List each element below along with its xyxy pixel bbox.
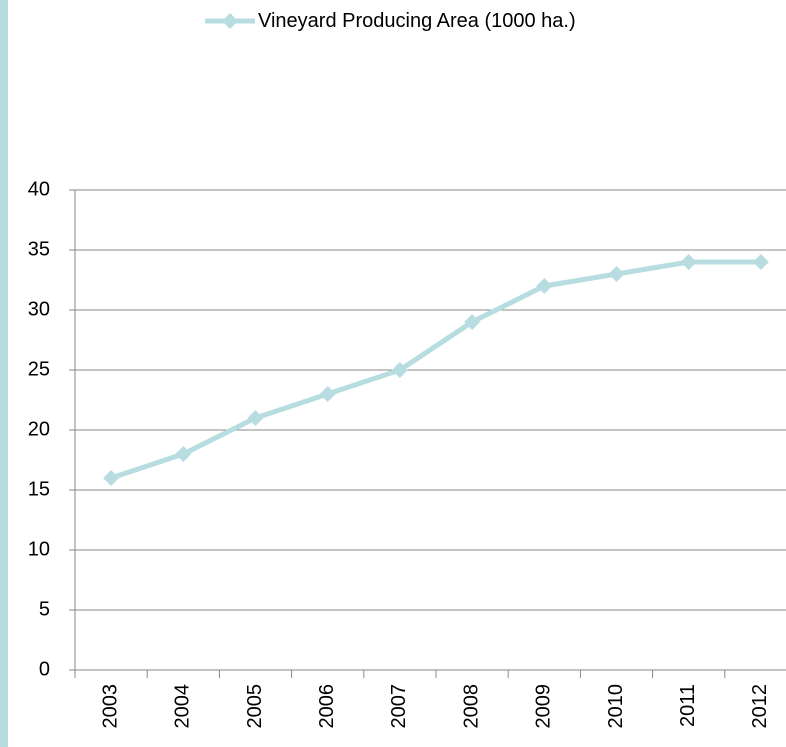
x-tick-label: 2005 [244,684,266,729]
y-tick-label: 5 [39,598,50,620]
x-tick-label: 2012 [749,684,771,729]
marker [752,254,769,270]
x-tick-label: 2006 [316,684,338,729]
y-tick-label: 0 [39,658,50,680]
marker [319,386,336,402]
y-tick-label: 40 [28,178,50,200]
x-tick-label: 2010 [605,684,627,729]
marker [391,362,408,378]
marker [175,446,192,462]
x-tick-label: 2009 [533,684,555,729]
y-tick-label: 25 [28,358,50,380]
y-tick-label: 15 [28,478,50,500]
y-tick-label: 10 [28,538,50,560]
x-tick-label: 2004 [172,684,194,729]
series-line [110,259,761,481]
legend-marker [222,13,238,29]
y-tick-label: 30 [28,298,50,320]
x-tick-label: 2003 [99,684,121,729]
marker [608,266,625,282]
marker [536,278,553,294]
marker [103,470,120,486]
marker [680,254,697,270]
x-tick-label: 2008 [460,684,482,729]
x-tick-label: 2007 [388,684,410,729]
y-tick-label: 20 [28,418,50,440]
x-tick-label: 2011 [677,684,699,727]
y-tick-label: 35 [28,238,50,260]
side-bar [0,0,8,747]
marker [247,410,264,426]
marker [464,314,481,330]
legend-label: Vineyard Producing Area (1000 ha.) [258,10,576,32]
